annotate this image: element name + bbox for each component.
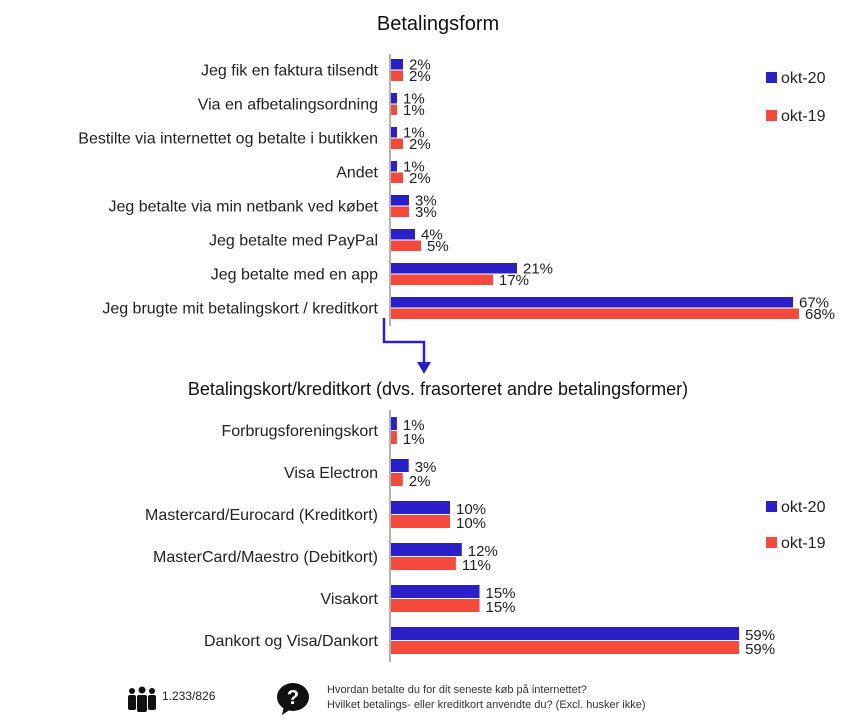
bar-okt-19-mastercard-maestro-debitkort bbox=[391, 557, 456, 570]
value-label-okt-20-dankort-og-visa-dankort: 59% bbox=[745, 627, 775, 644]
question-text: Hvordan betalte du for dit seneste køb p… bbox=[327, 683, 646, 713]
value-label-okt-20-jeg-fik-en-faktura-tilsendt: 2% bbox=[409, 57, 431, 74]
bar-group: Jeg fik en faktura tilsendt 2%2%Via en af… bbox=[78, 57, 835, 324]
question-line-1: Hvordan betalte du for dit seneste køb p… bbox=[327, 684, 587, 696]
category-label-forbrugsforeningskort: Forbrugsforeningskort bbox=[221, 423, 378, 440]
bar-okt-19-dankort-og-visa-dankort bbox=[391, 641, 740, 654]
value-label-okt-19-jeg-fik-en-faktura-tilsendt: 2% bbox=[409, 68, 431, 85]
value-label-okt-20-mastercard-maestro-debitkort: 12% bbox=[468, 543, 498, 560]
question-line-2: Hvilket betalings- eller kreditkort anve… bbox=[327, 699, 646, 711]
bar-okt-19-visakort bbox=[391, 599, 480, 612]
bar-okt-20-jeg-brugte-mit-betalingskort-kreditkort bbox=[391, 297, 793, 308]
category-label-bestilte-via-internettet-og-betalte-i-butikken: Bestilte via internettet og betalte i bu… bbox=[78, 131, 378, 148]
people-icon bbox=[128, 686, 156, 712]
value-label-okt-19-jeg-brugte-mit-betalingskort-kreditkort: 68% bbox=[805, 306, 835, 323]
chart-title: Betalingsform bbox=[377, 13, 499, 35]
bar-okt-19-mastercard-eurocard-kreditkort bbox=[391, 515, 450, 528]
legend-label-okt-20: okt-20 bbox=[781, 70, 826, 87]
value-label-okt-19-visakort: 15% bbox=[486, 599, 516, 616]
bar-okt-20-jeg-betalte-via-min-netbank-ved-købet bbox=[391, 195, 409, 206]
value-label-okt-19-jeg-betalte-via-min-netbank-ved-købet: 3% bbox=[415, 204, 437, 221]
category-label-mastercard-maestro-debitkort: MasterCard/Maestro (Debitkort) bbox=[153, 549, 378, 566]
bar-okt-20-via-en-afbetalingsordning bbox=[391, 93, 397, 104]
legend-swatch-okt-20 bbox=[766, 501, 777, 512]
category-label-jeg-betalte-med-en-app: Jeg betalte med en app bbox=[211, 267, 378, 284]
legend-label-okt-19: okt-19 bbox=[781, 535, 826, 552]
bar-okt-19-forbrugsforeningskort bbox=[391, 431, 397, 444]
question-icon: ? bbox=[277, 683, 309, 715]
charts-canvas: Betalingsform Jeg fik en faktura tilsend… bbox=[78, 13, 835, 662]
value-label-okt-19-via-en-afbetalingsordning: 1% bbox=[403, 102, 425, 119]
value-label-okt-20-jeg-betalte-med-en-app: 21% bbox=[523, 261, 553, 278]
connector-arrow bbox=[382, 318, 431, 374]
legend: okt-20 okt-19 bbox=[766, 499, 826, 552]
value-label-okt-19-bestilte-via-internettet-og-betalte-i-butikken: 2% bbox=[409, 136, 431, 153]
bar-group: Forbrugsforeningskort 1%1% Visa Electron 3%… bbox=[145, 417, 775, 658]
bar-okt-19-bestilte-via-internettet-og-betalte-i-butikken bbox=[391, 138, 403, 149]
bar-okt-19-jeg-betalte-med-paypal bbox=[391, 240, 421, 251]
bar-okt-20-forbrugsforeningskort bbox=[391, 417, 397, 430]
value-label-okt-20-bestilte-via-internettet-og-betalte-i-butikken: 1% bbox=[403, 125, 425, 142]
value-label-okt-19-jeg-betalte-med-paypal: 5% bbox=[427, 238, 449, 255]
category-label-andet: Andet bbox=[336, 165, 378, 182]
value-label-okt-20-mastercard-eurocard-kreditkort: 10% bbox=[456, 501, 486, 518]
value-label-okt-20-jeg-betalte-via-min-netbank-ved-købet: 3% bbox=[415, 193, 437, 210]
svg-text:?: ? bbox=[287, 687, 299, 709]
value-label-okt-20-forbrugsforeningskort: 1% bbox=[403, 417, 425, 434]
bar-okt-20-jeg-fik-en-faktura-tilsendt bbox=[391, 59, 403, 70]
category-label-jeg-brugte-mit-betalingskort-kreditkort: Jeg brugte mit betalingskort / kreditkor… bbox=[102, 301, 378, 318]
legend-swatch-okt-20 bbox=[766, 72, 777, 83]
payment-method-chart: Betalingsform Jeg fik en faktura tilsend… bbox=[78, 13, 835, 326]
bar-okt-20-dankort-og-visa-dankort bbox=[391, 627, 740, 640]
bar-okt-20-andet bbox=[391, 161, 397, 172]
bar-okt-20-jeg-betalte-med-en-app bbox=[391, 263, 517, 274]
chart-title: Betalingskort/kreditkort (dvs. frasorter… bbox=[188, 379, 688, 399]
bar-okt-20-visa-electron bbox=[391, 459, 409, 472]
category-label-jeg-betalte-via-min-netbank-ved-købet: Jeg betalte via min netbank ved købet bbox=[109, 199, 379, 216]
bar-okt-20-jeg-betalte-med-paypal bbox=[391, 229, 415, 240]
value-label-okt-19-forbrugsforeningskort: 1% bbox=[403, 431, 425, 448]
category-label-mastercard-eurocard-kreditkort: Mastercard/Eurocard (Kreditkort) bbox=[145, 507, 378, 524]
legend-label-okt-19: okt-19 bbox=[781, 108, 826, 125]
bar-okt-19-jeg-brugte-mit-betalingskort-kreditkort bbox=[391, 308, 799, 319]
value-label-okt-19-visa-electron: 2% bbox=[409, 473, 431, 490]
legend-swatch-okt-19 bbox=[766, 537, 777, 548]
value-label-okt-20-visakort: 15% bbox=[486, 585, 516, 602]
value-label-okt-20-jeg-betalte-med-paypal: 4% bbox=[421, 227, 443, 244]
value-label-okt-19-mastercard-maestro-debitkort: 11% bbox=[462, 557, 491, 574]
value-label-okt-19-mastercard-eurocard-kreditkort: 10% bbox=[456, 515, 486, 532]
bar-okt-20-bestilte-via-internettet-og-betalte-i-butikken bbox=[391, 127, 397, 138]
bar-okt-19-jeg-fik-en-faktura-tilsendt bbox=[391, 70, 403, 81]
bar-okt-19-via-en-afbetalingsordning bbox=[391, 104, 397, 115]
category-label-visakort: Visakort bbox=[320, 591, 378, 608]
value-label-okt-19-andet: 2% bbox=[409, 170, 431, 187]
category-label-dankort-og-visa-dankort: Dankort og Visa/Dankort bbox=[204, 633, 379, 650]
bar-okt-19-jeg-betalte-med-en-app bbox=[391, 274, 493, 285]
category-label-jeg-betalte-med-paypal: Jeg betalte med PayPal bbox=[209, 233, 378, 250]
bar-okt-20-visakort bbox=[391, 585, 480, 598]
value-label-okt-20-jeg-brugte-mit-betalingskort-kreditkort: 67% bbox=[799, 295, 829, 312]
bar-okt-19-visa-electron bbox=[391, 473, 403, 486]
legend-label-okt-20: okt-20 bbox=[781, 499, 826, 516]
category-label-visa-electron: Visa Electron bbox=[284, 465, 378, 482]
value-label-okt-20-via-en-afbetalingsordning: 1% bbox=[403, 91, 425, 108]
value-label-okt-20-visa-electron: 3% bbox=[415, 459, 437, 476]
bar-okt-20-mastercard-maestro-debitkort bbox=[391, 543, 462, 556]
bar-okt-19-andet bbox=[391, 172, 403, 183]
legend: okt-20 okt-19 bbox=[766, 70, 826, 125]
category-label-jeg-fik-en-faktura-tilsendt: Jeg fik en faktura tilsendt bbox=[201, 63, 379, 80]
footer: 1.233/826 ? Hvordan betalte du for dit s… bbox=[0, 680, 861, 720]
legend-swatch-okt-19 bbox=[766, 110, 777, 121]
bar-okt-20-mastercard-eurocard-kreditkort bbox=[391, 501, 450, 514]
value-label-okt-20-andet: 1% bbox=[403, 159, 425, 176]
respondent-count: 1.233/826 bbox=[162, 689, 216, 703]
card-type-chart: Betalingskort/kreditkort (dvs. frasorter… bbox=[145, 379, 826, 662]
value-label-okt-19-jeg-betalte-med-en-app: 17% bbox=[499, 272, 529, 289]
value-label-okt-19-dankort-og-visa-dankort: 59% bbox=[745, 641, 775, 658]
category-label-via-en-afbetalingsordning: Via en afbetalingsordning bbox=[198, 97, 378, 114]
bar-okt-19-jeg-betalte-via-min-netbank-ved-købet bbox=[391, 206, 409, 217]
